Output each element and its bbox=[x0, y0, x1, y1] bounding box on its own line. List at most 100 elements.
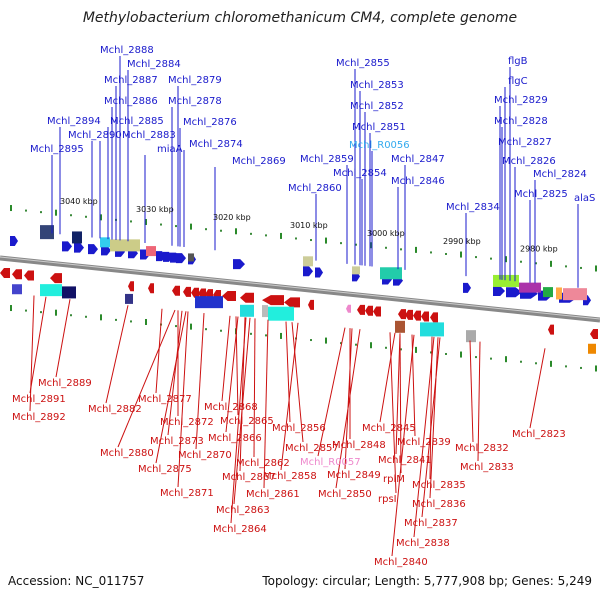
reverse-gene-label: Mchl_2862 bbox=[236, 458, 290, 469]
domain-block bbox=[188, 253, 194, 262]
reverse-leader-line bbox=[335, 329, 361, 489]
forward-gene-label: Mchl_2847 bbox=[391, 154, 445, 165]
reverse-gene-arrow bbox=[191, 287, 199, 298]
forward-gene-label: Mchl_2859 bbox=[300, 154, 354, 165]
reverse-leader-line bbox=[389, 332, 397, 494]
reverse-leader-line bbox=[413, 336, 435, 538]
reverse-gene-arrow bbox=[262, 295, 284, 306]
forward-gene-label: Mchl_2854 bbox=[333, 168, 387, 179]
reverse-gene-label: Mchl_2877 bbox=[138, 394, 192, 405]
forward-gene-label: Mchl_2876 bbox=[183, 117, 237, 128]
reverse-leader-line bbox=[155, 311, 187, 464]
backbone-highlight bbox=[0, 256, 600, 320]
domain-block bbox=[62, 286, 76, 299]
inner-track-dot bbox=[70, 314, 72, 317]
domain-block bbox=[12, 284, 22, 295]
inner-track-dot bbox=[370, 342, 372, 349]
reverse-gene-arrow bbox=[430, 312, 438, 323]
reverse-gene-arrow bbox=[24, 270, 34, 281]
forward-gene-label: Mchl_2826 bbox=[502, 156, 556, 167]
forward-gene-arrow bbox=[10, 236, 18, 247]
domain-block bbox=[395, 320, 405, 333]
outer-track-dot bbox=[340, 242, 342, 245]
reverse-leader-line bbox=[225, 316, 239, 433]
outer-track-dot bbox=[385, 246, 387, 249]
inner-track-dot bbox=[265, 334, 267, 337]
reverse-rna-arrow bbox=[346, 304, 351, 313]
outer-track-dot bbox=[445, 252, 447, 255]
inner-track-dot bbox=[250, 332, 252, 335]
reverse-gene-label: Mchl_2867 bbox=[222, 472, 276, 483]
inner-track-dot bbox=[445, 352, 447, 355]
forward-gene-label: Mchl_2852 bbox=[350, 101, 404, 112]
forward-gene-arrow bbox=[101, 245, 111, 256]
reverse-gene-arrow bbox=[12, 269, 22, 280]
reverse-gene-label: Mchl_2837 bbox=[404, 518, 458, 529]
forward-gene-label: Mchl_2829 bbox=[494, 95, 548, 106]
reverse-gene-label: Mchl_2848 bbox=[332, 440, 386, 451]
outer-track-dot bbox=[310, 239, 312, 242]
accession-text: Accession: NC_011757 bbox=[8, 574, 145, 588]
outer-track-dot bbox=[520, 260, 522, 263]
genome-stats-text: Topology: circular; Length: 5,777,908 bp… bbox=[262, 574, 592, 588]
reverse-leader-line bbox=[105, 305, 129, 404]
domain-block bbox=[125, 293, 133, 304]
inner-track-dot bbox=[385, 346, 387, 349]
forward-gene-label: flgC bbox=[508, 76, 528, 87]
forward-gene-arrow bbox=[506, 287, 522, 298]
reverse-gene-label: Mchl_2839 bbox=[397, 437, 451, 448]
reverse-gene-label: Mchl_2857 bbox=[285, 443, 339, 454]
forward-gene-label: Mchl_R0056 bbox=[349, 140, 410, 151]
forward-gene-label: Mchl_2874 bbox=[189, 139, 243, 150]
reverse-leader-line bbox=[117, 309, 176, 448]
reverse-leader-line bbox=[263, 319, 269, 489]
reverse-gene-label: Mchl_2861 bbox=[246, 489, 300, 500]
outer-track-dot bbox=[505, 256, 507, 263]
forward-gene-label: Mchl_2894 bbox=[47, 116, 101, 127]
forward-gene-label: Mchl_2879 bbox=[168, 75, 222, 86]
inner-track-dot bbox=[310, 339, 312, 342]
inner-track-dot bbox=[490, 357, 492, 360]
reverse-gene-label: Mchl_2870 bbox=[178, 450, 232, 461]
domain-block bbox=[72, 231, 82, 244]
inner-track-dot bbox=[415, 346, 417, 353]
reverse-gene-arrow bbox=[590, 328, 598, 339]
reverse-gene-arrow bbox=[357, 304, 365, 315]
inner-track-dot bbox=[460, 351, 462, 358]
inner-track-dot bbox=[175, 325, 177, 328]
reverse-gene-label: Mchl_2858 bbox=[263, 471, 317, 482]
reverse-gene-label: Mchl_2871 bbox=[160, 488, 214, 499]
outer-track-dot bbox=[175, 225, 177, 228]
reverse-gene-label: Mchl_2863 bbox=[216, 505, 270, 516]
reverse-gene-arrow bbox=[308, 299, 314, 310]
outer-track-dot bbox=[280, 232, 282, 239]
reverse-gene-label: Mchl_2882 bbox=[88, 404, 142, 415]
outer-track-dot bbox=[475, 256, 477, 259]
forward-gene-arrow bbox=[62, 241, 72, 252]
scale-tick-label: 2980 kbp bbox=[520, 245, 558, 254]
domain-block bbox=[195, 296, 223, 309]
scale-tick-label: 3000 kbp bbox=[367, 229, 405, 238]
inner-track-dot bbox=[205, 328, 207, 331]
reverse-gene-label: Mchl_2868 bbox=[204, 402, 258, 413]
inner-track-dot bbox=[505, 356, 507, 363]
reverse-leader-line bbox=[221, 315, 231, 402]
reverse-leader-line bbox=[429, 337, 439, 499]
reverse-gene-label: Mchl_2840 bbox=[374, 557, 428, 568]
reverse-leader-line bbox=[167, 310, 183, 436]
domain-block bbox=[556, 287, 562, 300]
reverse-gene-arrow bbox=[240, 292, 254, 303]
domain-block bbox=[303, 256, 313, 267]
reverse-gene-label: Mchl_2889 bbox=[38, 378, 92, 389]
reverse-gene-arrow bbox=[50, 273, 62, 284]
forward-gene-arrow bbox=[176, 253, 186, 264]
outer-track-dot bbox=[265, 234, 267, 237]
inner-track-dot bbox=[475, 356, 477, 359]
reverse-leader-line bbox=[421, 337, 441, 518]
domain-block bbox=[420, 322, 444, 337]
inner-track-dot bbox=[100, 314, 102, 321]
reverse-leader-line bbox=[395, 333, 401, 455]
reverse-gene-label: Mchl_2823 bbox=[512, 429, 566, 440]
reverse-gene-label: Mchl_2891 bbox=[12, 394, 66, 405]
reverse-leader-line bbox=[529, 348, 546, 429]
